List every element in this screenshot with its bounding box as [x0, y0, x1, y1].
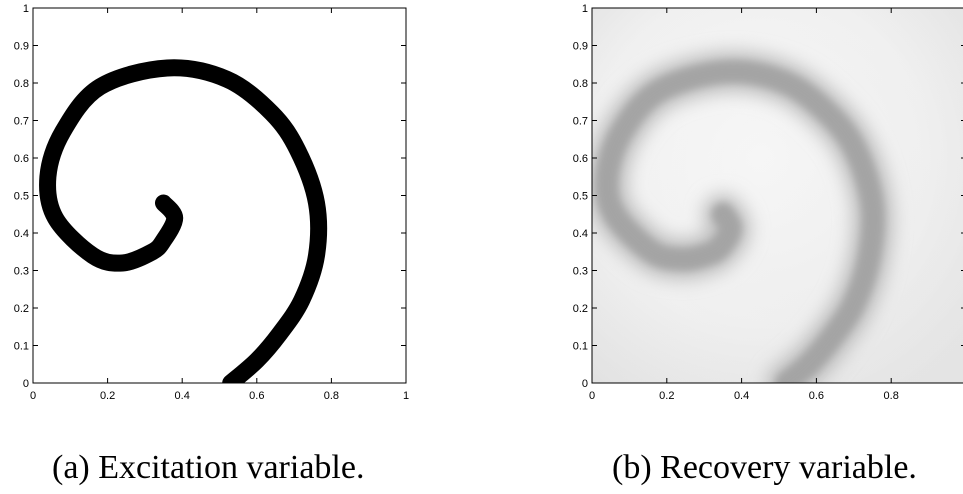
plot-area-a [33, 8, 406, 383]
y-tick-label: 0.2 [14, 303, 29, 315]
ticks-a: 0 0.2 0.4 0.6 0.8 1 0 0.1 0.2 0.3 0.4 0.5 0.6 0.7 0.8 0… [14, 3, 409, 402]
y-tick-label: 0.3 [14, 266, 29, 278]
x-tick-label: 0.8 [884, 390, 899, 402]
y-tick-label: 0.8 [14, 78, 29, 90]
x-tick-label: 0 [589, 390, 595, 402]
y-tick-label: 0.7 [573, 116, 588, 128]
y-tick-label: 0 [582, 378, 588, 390]
y-tick-label: 1 [582, 3, 588, 15]
caption-b: (b) Recovery variable. [612, 449, 917, 486]
x-tick-label: 0.4 [175, 390, 190, 402]
y-tick-label: 0.6 [573, 153, 588, 165]
x-tick-label: 0.6 [809, 390, 824, 402]
y-tick-label: 0.1 [14, 341, 29, 353]
x-tick-label: 0.2 [100, 390, 115, 402]
y-tick-label: 0.4 [573, 228, 588, 240]
x-tick-label: 0.4 [734, 390, 749, 402]
y-tick-label: 0.2 [573, 303, 588, 315]
excitation-spiral [39, 59, 328, 383]
x-tick-label: 1 [403, 390, 409, 402]
y-tick-label: 0.8 [573, 78, 588, 90]
x-tick-label: 0.8 [324, 390, 339, 402]
x-tick-label: 0.2 [659, 390, 674, 402]
y-tick-label: 0.4 [14, 228, 29, 240]
y-tick-label: 0.5 [573, 191, 588, 203]
panel-a: 0 0.2 0.4 0.6 0.8 1 0 0.1 0.2 0.3 0.4 0.5 0.6 0.7 0.8 0… [14, 3, 409, 402]
y-tick-label: 0.5 [14, 191, 29, 203]
y-tick-label: 0.9 [573, 41, 588, 53]
y-tick-label: 1 [23, 3, 29, 15]
y-tick-label: 0 [23, 378, 29, 390]
x-tick-label: 0.6 [249, 390, 264, 402]
recovery-spiral [595, 60, 885, 383]
panel-b: 0 0.2 0.4 0.6 0.8 0 0.1 0.2 0.3 0.4 0.5 0.6 0.7 0.8 0.… [573, 3, 963, 402]
y-tick-label: 0.3 [573, 266, 588, 278]
y-tick-label: 0.9 [14, 41, 29, 53]
y-tick-label: 0.1 [573, 341, 588, 353]
x-tick-label: 0 [30, 390, 36, 402]
ticks-b: 0 0.2 0.4 0.6 0.8 0 0.1 0.2 0.3 0.4 0.5 0.6 0.7 0.8 0.… [573, 3, 963, 402]
y-tick-label: 0.7 [14, 116, 29, 128]
y-tick-label: 0.6 [14, 153, 29, 165]
caption-a: (a) Excitation variable. [52, 449, 365, 486]
